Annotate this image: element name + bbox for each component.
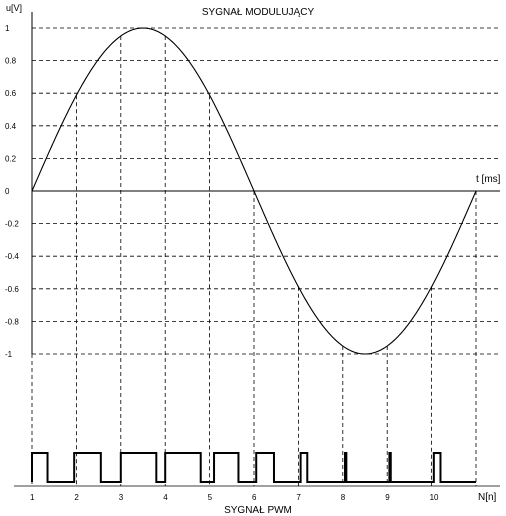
pwm-x-tick-label: 6 — [252, 493, 257, 502]
pwm-x-axis-label: N[n] — [478, 492, 497, 503]
y-tick-label: 1 — [5, 24, 10, 33]
y-tick-label: -0.8 — [5, 317, 19, 326]
pwm-waveform — [31, 452, 476, 483]
y-tick-label: 0.4 — [5, 122, 17, 131]
y-axis-label: u[V] — [6, 3, 22, 13]
labels: SYGNAŁ MODULUJĄCY u[V] t [ms] SYGNAŁ PWM… — [6, 3, 501, 516]
pwm-signal — [31, 452, 476, 483]
pwm-x-tick-label: 2 — [74, 493, 79, 502]
x-axis-label: t [ms] — [476, 174, 501, 185]
pwm-x-tick-label: 3 — [119, 493, 124, 502]
sine-series-line — [31, 27, 477, 355]
pwm-x-tick-label: 7 — [296, 493, 301, 502]
y-tick-label: 0.6 — [5, 89, 17, 98]
tick-labels: 1 0.8 0.6 0.4 0.2 0 -0.2 -0.4 -0.6 -0.8 -1 1 2 3 4 5 6 7 8… — [5, 24, 439, 502]
pwm-x-tick-label: 5 — [208, 493, 213, 502]
y-tick-label: -0.6 — [5, 285, 19, 294]
y-tick-label: 0 — [5, 187, 10, 196]
pwm-signal-title: SYGNAŁ PWM — [224, 505, 292, 516]
y-tick-label: -0.2 — [5, 220, 19, 229]
pwm-x-tick-label: 10 — [430, 493, 439, 502]
y-tick-label: -0.4 — [5, 252, 19, 261]
pwm-x-tick-label: 4 — [163, 493, 168, 502]
modulating-signal-title: SYGNAŁ MODULUJĄCY — [202, 7, 315, 18]
y-tick-label: 0.8 — [5, 57, 17, 66]
pwm-x-tick-label: 1 — [30, 493, 35, 502]
y-tick-label: -1 — [5, 350, 13, 359]
grid-lines — [31, 27, 500, 486]
sine-curve — [31, 27, 477, 355]
pwm-x-tick-label: 9 — [385, 493, 390, 502]
y-tick-label: 0.2 — [5, 154, 17, 163]
axes — [14, 12, 500, 487]
pwm-x-tick-label: 8 — [341, 493, 346, 502]
